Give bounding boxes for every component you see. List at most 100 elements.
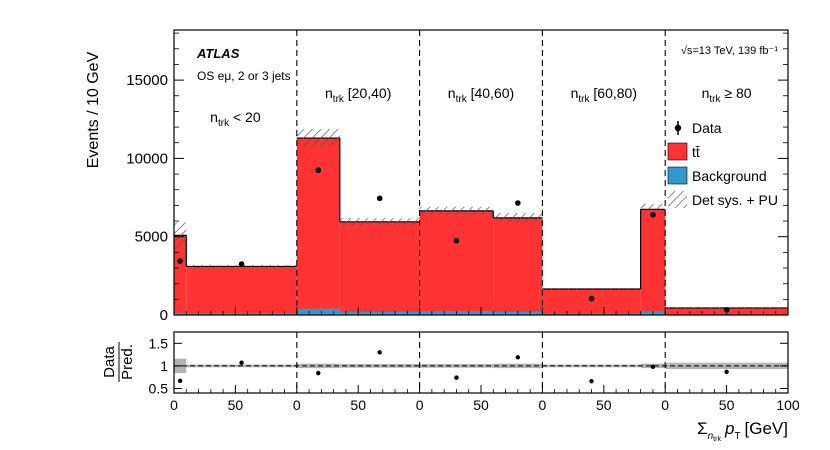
region-label-range: [60,80) — [590, 85, 637, 101]
ttbar-bar — [174, 235, 187, 315]
ratio-point — [650, 364, 656, 369]
y-tick-label: 10000 — [126, 150, 168, 167]
x-tick-label: 0 — [293, 397, 301, 413]
region-label-sub: trk — [218, 118, 230, 129]
data-point — [453, 237, 460, 244]
ratio-axis-label: Data Pred. — [101, 342, 136, 382]
y-tick-label: 15000 — [126, 72, 168, 89]
ttbar-bar — [296, 138, 340, 315]
region-label-n: n — [210, 109, 218, 125]
region-label-n: n — [325, 85, 333, 101]
ratio-tick-label: 0.5 — [149, 380, 169, 396]
x-axis-label-sum: Σ — [697, 419, 708, 438]
x-axis-label-var: p — [724, 419, 734, 438]
legend-uncertainty-label: Det sys. + PU — [692, 192, 778, 208]
energy-label: √s=13 TeV, 139 fb⁻¹ — [681, 45, 779, 57]
ratio-tick-label: 1 — [160, 358, 168, 374]
x-tick-label: 50 — [473, 397, 489, 413]
ratio-uncertainty-band — [493, 363, 543, 369]
uncertainty-band — [419, 206, 494, 216]
ttbar-bar — [339, 221, 420, 315]
ratio-panel: 0.5 1 1.5 0 50 0 50 0 50 0 50 0 50 100 Data Pred. Σn… — [101, 307, 800, 443]
region-label: ntrk ≥ 80 — [702, 85, 752, 105]
selection-label: OS eμ, 2 or 3 jets — [197, 69, 291, 83]
x-axis-label-subsub: trk — [713, 436, 721, 443]
region-label-n: n — [702, 85, 710, 101]
x-axis-label-unit: [GeV] — [745, 419, 788, 438]
legend: Data tt̄ Background Det sys. + PU — [667, 120, 778, 208]
data-point — [177, 258, 183, 264]
ratio-point — [239, 360, 244, 365]
region-label-n: n — [448, 85, 456, 101]
y-tick-label: 0 — [160, 307, 168, 324]
region-label: ntrk [40,60) — [448, 85, 514, 105]
y-tick-label: 5000 — [135, 229, 168, 246]
region-label-range: [40,60) — [467, 85, 514, 101]
ratio-axis-ticks: 0.5 1 1.5 — [149, 335, 788, 396]
uncertainty-band — [296, 129, 340, 147]
data-point — [515, 200, 521, 206]
uncertainty-band — [493, 213, 543, 223]
x-tick-label: 0 — [539, 397, 547, 413]
ratio-point — [724, 369, 729, 374]
x-tick-label: 0 — [416, 397, 424, 413]
ratio-uncertainty-band — [339, 364, 420, 368]
ratio-points — [177, 350, 729, 384]
main-bars — [174, 137, 788, 315]
uncertainty-band — [542, 288, 641, 290]
region-label-sub: trk — [456, 94, 468, 105]
legend-data-label: Data — [692, 120, 722, 136]
region-label: ntrk < 20 — [210, 109, 261, 129]
ttbar-bar — [493, 217, 543, 315]
ratio-point — [589, 379, 594, 384]
background-bar — [296, 308, 340, 315]
background-bar — [339, 311, 420, 315]
ratio-point — [177, 378, 183, 383]
x-axis-label-var-sub: T — [734, 431, 740, 442]
region-label-range: < 20 — [229, 109, 261, 125]
x-tick-label: 50 — [350, 397, 366, 413]
x-tick-label: 50 — [719, 397, 735, 413]
legend-ttbar-swatch — [667, 142, 688, 161]
legend-uncertainty-swatch — [668, 191, 687, 208]
ratio-point — [316, 370, 321, 376]
ratio-tick-label: 1.5 — [149, 335, 169, 351]
region-label-range: ≥ 80 — [721, 85, 752, 101]
x-tick-label: 0 — [170, 397, 178, 413]
ratio-frame — [173, 331, 789, 394]
x-axis-ticks: 0 50 0 50 0 50 0 50 0 50 100 — [170, 307, 800, 413]
ratio-point — [454, 375, 459, 380]
region-label-n: n — [571, 85, 579, 101]
x-tick-label: 0 — [661, 397, 669, 413]
ratio-point — [377, 350, 382, 355]
uncertainty-band — [640, 204, 666, 215]
x-tick-label: 50 — [596, 397, 612, 413]
ttbar-bar — [419, 210, 494, 315]
x-axis-label-sub: n — [708, 431, 714, 442]
legend-ttbar-label: tt̄ — [692, 144, 700, 160]
uncertainty-band — [339, 218, 420, 226]
region-dividers — [296, 30, 666, 315]
ratio-label-denominator: Pred. — [119, 344, 136, 380]
region-label-sub: trk — [709, 94, 721, 105]
legend-background-swatch — [667, 166, 688, 185]
experiment-label: ATLAS — [196, 46, 240, 61]
data-point — [376, 195, 383, 202]
x-tick-label: 100 — [776, 397, 800, 413]
region-label-range: [20,40) — [344, 85, 391, 101]
uncertainty-band — [174, 222, 187, 249]
region-label-sub: trk — [333, 94, 345, 105]
main-axis-ticks: 0 5000 10000 15000 — [126, 32, 788, 324]
region-label-sub: trk — [578, 94, 590, 105]
data-point — [650, 211, 656, 218]
data-point — [315, 167, 322, 173]
region-label: ntrk [60,80) — [571, 85, 637, 105]
x-axis-label: ΣntrkpT [GeV] — [697, 419, 788, 443]
data-point — [238, 261, 245, 267]
y-axis-label: Events / 10 GeV — [85, 51, 102, 168]
ttbar-bar — [186, 266, 297, 315]
ratio-label-numerator: Data — [101, 346, 118, 378]
